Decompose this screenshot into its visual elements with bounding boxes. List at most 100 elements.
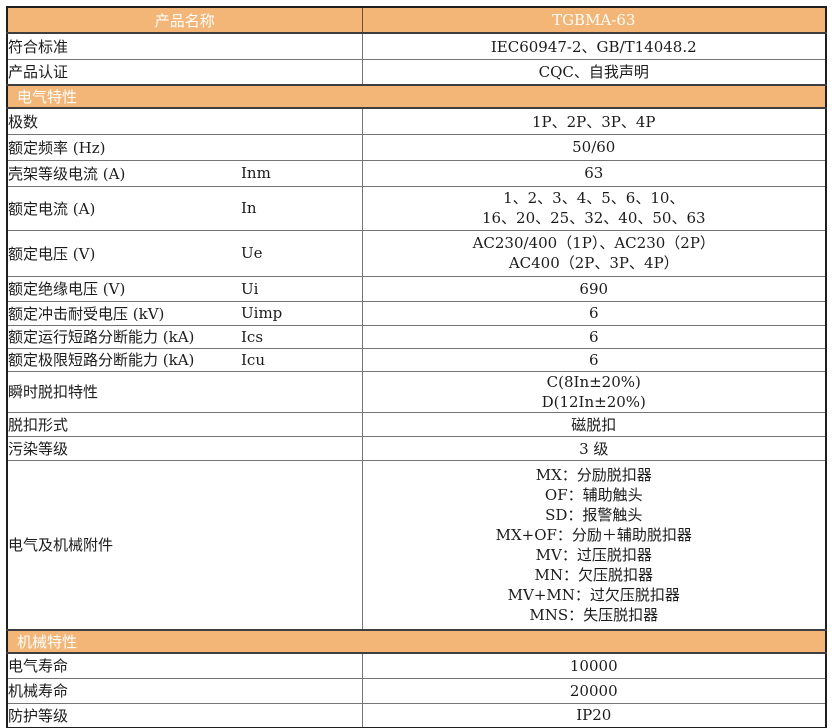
row-value: 6 <box>361 324 827 349</box>
symbol-text: Ue <box>241 244 263 262</box>
row-label: 电气及机械附件 <box>6 459 363 631</box>
row-label: 脱扣形式 <box>6 411 363 437</box>
row-label: 壳架等级电流 (A) Inm <box>6 159 363 187</box>
row-value: 6 <box>361 300 827 326</box>
row-label: 额定频率 (Hz) <box>6 133 363 161</box>
value-text: MV：过压脱扣器 <box>535 545 652 564</box>
value-text: MNS：失压脱扣器 <box>529 605 659 624</box>
table-row: 额定冲击耐受电压 (kV) Uimp 6 <box>6 300 827 326</box>
value-text: 63 <box>584 164 604 182</box>
value-text: 6 <box>588 304 599 322</box>
symbol-text: Ui <box>241 279 259 298</box>
row-label: 防护等级 <box>6 702 363 728</box>
row-value: 20000 <box>361 677 827 704</box>
label-text: 额定冲击耐受电压 (kV) <box>8 304 165 323</box>
row-value: 6 <box>361 347 827 372</box>
value-text: AC230/400（1P）、AC230（2P） <box>472 234 715 252</box>
symbol-text: In <box>241 199 257 217</box>
row-label: 极数 <box>6 107 363 135</box>
row-label: 额定运行短路分断能力 (kA) Ics <box>6 324 363 349</box>
value-text: 690 <box>579 279 609 298</box>
label-text: 额定电压 (V) <box>8 244 96 263</box>
value-text: CQC、自我声明 <box>538 63 649 82</box>
value-text: 10000 <box>569 656 618 675</box>
value-text: MX：分励脱扣器 <box>535 465 652 484</box>
label-text: 额定绝缘电压 (V) <box>8 280 126 298</box>
table-row: 符合标准 IEC60947-2、GB/T14048.2 <box>6 32 827 60</box>
value-text: MN：欠压脱扣器 <box>534 565 654 584</box>
label-text: 额定电流 (A) <box>8 199 96 218</box>
table-header-row: 产品名称 TGBMA-63 <box>6 6 827 34</box>
section-row-mechanical: 机械特性 <box>6 629 827 654</box>
row-value: 1、2、3、4、5、6、10、 16、20、25、32、40、50、63 <box>361 185 827 231</box>
row-value: 1P、2P、3P、4P <box>361 107 827 135</box>
row-label: 额定冲击耐受电压 (kV) Uimp <box>6 300 363 326</box>
row-label: 额定电流 (A) In <box>6 185 363 231</box>
row-label: 污染等级 <box>6 435 363 461</box>
label-text: 额定极限短路分断能力 (kA) <box>8 351 195 369</box>
value-text: AC400（2P、3P、4P） <box>508 254 679 272</box>
label-text: 壳架等级电流 (A) <box>8 164 126 183</box>
value-text: 磁脱扣 <box>571 415 617 434</box>
table-row: 瞬时脱扣特性 C(8In±20%) D(12In±20%) <box>6 370 827 413</box>
value-text: 6 <box>588 327 599 346</box>
section-row-electrical: 电气特性 <box>6 84 827 109</box>
product-spec-table: 产品名称 TGBMA-63 符合标准 IEC60947-2、GB/T14048.… <box>6 6 827 728</box>
value-text: IP20 <box>576 706 612 725</box>
table-row: 机械寿命 20000 <box>6 677 827 704</box>
product-name-header-cell: 产品名称 <box>6 6 363 34</box>
row-value: 63 <box>361 159 827 187</box>
row-value: 磁脱扣 <box>361 411 827 437</box>
value-text: 50/60 <box>572 138 616 156</box>
row-label: 瞬时脱扣特性 <box>6 370 363 413</box>
row-label: 额定极限短路分断能力 (kA) Icu <box>6 347 363 372</box>
row-value: 690 <box>361 275 827 302</box>
value-text: IEC60947-2、GB/T14048.2 <box>490 37 697 56</box>
table-row: 极数 1P、2P、3P、4P <box>6 107 827 135</box>
value-text: D(12In±20%) <box>541 392 646 411</box>
value-text: MX+OF：分励＋辅助脱扣器 <box>495 525 692 544</box>
row-value: C(8In±20%) D(12In±20%) <box>361 370 827 413</box>
symbol-text: Icu <box>241 350 265 369</box>
row-value: 10000 <box>361 652 827 679</box>
table-row: 壳架等级电流 (A) Inm 63 <box>6 159 827 187</box>
table-row: 电气及机械附件 MX：分励脱扣器 OF：辅助触头 SD：报警触头 MX+OF：分… <box>6 459 827 631</box>
row-label: 机械寿命 <box>6 677 363 704</box>
row-label: 产品认证 <box>6 58 363 86</box>
table-row: 额定电流 (A) In 1、2、3、4、5、6、10、 16、20、25、32、… <box>6 185 827 231</box>
value-text: 20000 <box>569 681 618 700</box>
value-text: 1、2、3、4、5、6、10、 <box>503 189 685 207</box>
product-model-header-cell: TGBMA-63 <box>361 6 827 34</box>
row-value: AC230/400（1P）、AC230（2P） AC400（2P、3P、4P） <box>361 229 827 277</box>
symbol-text: Ics <box>241 327 264 346</box>
table-row: 脱扣形式 磁脱扣 <box>6 411 827 437</box>
table-row: 额定绝缘电压 (V) Ui 690 <box>6 275 827 302</box>
row-label: 额定电压 (V) Ue <box>6 229 363 277</box>
section-title: 电气特性 <box>6 84 827 109</box>
value-text: 1P、2P、3P、4P <box>531 112 656 131</box>
value-text: SD：报警触头 <box>545 505 643 524</box>
table-row: 产品认证 CQC、自我声明 <box>6 58 827 86</box>
table-row: 额定电压 (V) Ue AC230/400（1P）、AC230（2P） AC40… <box>6 229 827 277</box>
row-value: 3 级 <box>361 435 827 461</box>
value-text: 3 级 <box>579 439 609 458</box>
row-value: IEC60947-2、GB/T14048.2 <box>361 32 827 60</box>
label-text: 额定运行短路分断能力 (kA) <box>8 328 195 346</box>
row-label: 额定绝缘电压 (V) Ui <box>6 275 363 302</box>
section-title: 机械特性 <box>6 629 827 654</box>
value-text: OF：辅助触头 <box>544 485 643 504</box>
table-row: 电气寿命 10000 <box>6 652 827 679</box>
row-label: 符合标准 <box>6 32 363 60</box>
row-value: CQC、自我声明 <box>361 58 827 86</box>
row-value: IP20 <box>361 702 827 728</box>
table-row: 额定极限短路分断能力 (kA) Icu 6 <box>6 347 827 372</box>
table-row: 额定运行短路分断能力 (kA) Ics 6 <box>6 324 827 349</box>
row-value: MX：分励脱扣器 OF：辅助触头 SD：报警触头 MX+OF：分励＋辅助脱扣器 … <box>361 459 827 631</box>
value-text: C(8In±20%) <box>546 372 641 391</box>
value-text: MV+MN：过欠压脱扣器 <box>507 585 680 604</box>
symbol-text: Uimp <box>241 304 283 322</box>
value-text: 16、20、25、32、40、50、63 <box>481 209 706 227</box>
row-value: 50/60 <box>361 133 827 161</box>
symbol-text: Inm <box>241 164 271 182</box>
